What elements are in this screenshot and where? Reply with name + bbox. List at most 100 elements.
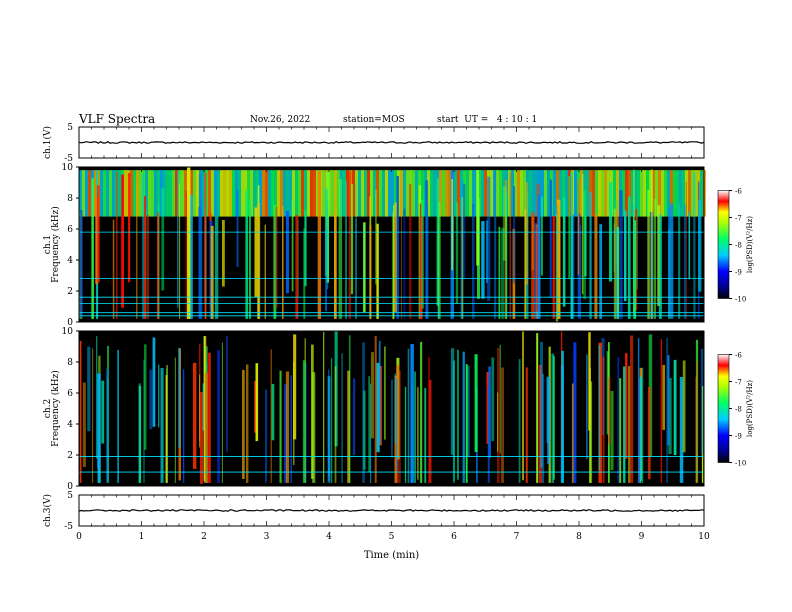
- ch1-band-cell: [163, 170, 166, 217]
- ch1-sferic-streak: [317, 170, 321, 319]
- ch1-colorbar: [717, 190, 730, 299]
- ch1-band-cell: [310, 170, 313, 217]
- ch1-sferic-streak: [257, 203, 261, 319]
- ch1-band-cell: [358, 170, 361, 217]
- ch2-sferic-streak: [428, 356, 430, 483]
- ch1-sferic-streak: [657, 205, 661, 307]
- ch1-band-cell: [433, 170, 436, 217]
- ch1-band-cell: [256, 170, 259, 217]
- ch2-sferic-streak: [410, 344, 414, 483]
- ch3-wave-ylabel: ch.3(V): [42, 494, 53, 527]
- ch1-sferic-streak: [487, 176, 491, 301]
- ch1-band-cell: [553, 170, 556, 217]
- ch1-sferic-streak: [348, 171, 351, 319]
- ch2-sferic-streak: [353, 378, 356, 456]
- ch1-sferic-streak: [189, 194, 193, 319]
- ch1-sferic-streak: [501, 227, 505, 319]
- xtick-label-8: 8: [576, 532, 582, 542]
- ch1-band-cell: [472, 170, 475, 217]
- ch2-sferic-streak: [561, 350, 564, 483]
- ch2-sferic-streak: [302, 360, 306, 483]
- ch2-colorbar-label: log(PSD)(V²/Hz): [746, 380, 754, 437]
- ch1-sferic-streak: [556, 199, 561, 319]
- ch2-sferic-streak: [573, 342, 577, 483]
- ch1-band-cell: [478, 170, 481, 217]
- ch2-sferic-streak: [246, 364, 249, 483]
- ch2-sferic-streak: [467, 365, 470, 457]
- ch1-sferic-streak: [531, 212, 535, 319]
- ch1-band-cell: [466, 170, 469, 217]
- ch1-sferic-streak: [685, 182, 687, 319]
- ch2-sferic-streak: [399, 370, 401, 483]
- station-label: station=MOS: [343, 115, 405, 125]
- ch1-band-cell: [583, 170, 586, 217]
- ch2-sferic-streak: [265, 389, 268, 483]
- ch2-sferic-streak: [396, 378, 398, 470]
- ch2-sferic-streak: [586, 354, 588, 460]
- ch1-ytick-label-4: 8: [67, 194, 73, 204]
- ch1-band-cell: [556, 170, 559, 217]
- ch1-band-cell: [580, 170, 583, 217]
- ch2-sferic-streak: [370, 383, 372, 483]
- ch2-sferic-streak: [174, 357, 176, 483]
- ch1-band-cell: [184, 170, 187, 217]
- ch1-band-cell: [307, 170, 310, 217]
- ch1-band-cell: [469, 170, 472, 217]
- ch1-colorbar-tick-label-3: -9: [735, 269, 742, 277]
- ch1-ytick-label-0: 0: [67, 318, 73, 328]
- ch1-band-cell: [166, 170, 169, 217]
- ch1-sferic-streak: [142, 173, 144, 319]
- ch1-band-cell: [133, 170, 136, 217]
- ch2-sferic-streak: [384, 346, 386, 440]
- ch1-sferic-streak: [112, 219, 115, 319]
- ch1-sferic-streak: [584, 215, 587, 277]
- ch1-band-cell: [634, 170, 637, 217]
- ch1-sferic-streak: [617, 227, 620, 319]
- ch1-band-cell: [112, 170, 115, 217]
- ch1-sferic-streak: [254, 207, 258, 298]
- ch1-band-cell: [445, 170, 448, 217]
- ch1-sferic-streak: [295, 214, 299, 319]
- ch1-sferic-streak: [524, 209, 527, 319]
- ch2-sferic-streak: [540, 341, 543, 468]
- ch1-band-cell: [439, 170, 442, 217]
- ch1-band-cell: [625, 170, 628, 217]
- ch1-band-cell: [130, 170, 133, 217]
- ch1-band-cell: [304, 170, 307, 217]
- ch1-band-cell: [388, 170, 391, 217]
- ch1-band-cell: [640, 170, 643, 217]
- ch1-sferic-streak: [653, 199, 656, 319]
- ch1-band-cell: [148, 170, 151, 217]
- ch1-sferic-streak: [187, 167, 191, 319]
- ch1-band-cell: [88, 170, 91, 217]
- ch1-sferic-streak: [79, 210, 83, 318]
- ch1-wave-waveform-trace: [78, 141, 705, 144]
- ch1-band-cell: [688, 170, 691, 217]
- ch1-band-cell: [544, 170, 547, 217]
- ch1-band-cell: [175, 170, 178, 217]
- ch1-sferic-streak: [121, 174, 124, 308]
- ch1-band-cell: [193, 170, 196, 217]
- ch1-band-cell: [205, 170, 208, 217]
- ch2-sferic-streak: [293, 361, 295, 466]
- ch1-band-cell: [586, 170, 589, 217]
- ch1-sferic-streak: [338, 179, 343, 319]
- ch1-sferic-streak: [403, 208, 406, 319]
- ch1-sferic-streak: [185, 190, 188, 319]
- ch1-band-cell: [565, 170, 568, 217]
- ch1-band-cell: [484, 170, 487, 217]
- ch1-band-cell: [292, 170, 295, 217]
- ch1-sferic-streak: [613, 208, 616, 319]
- ch2-sferic-streak: [522, 331, 524, 481]
- ch2-sferic-streak: [279, 370, 282, 483]
- ch1-sferic-streak: [363, 222, 366, 313]
- ch1-band-cell: [508, 170, 511, 217]
- ch2-sferic-streak: [606, 351, 609, 435]
- ch1-band-cell: [667, 170, 670, 217]
- date-label: Nov.26, 2022: [250, 115, 311, 125]
- ch2-sferic-streak: [450, 348, 455, 455]
- ch1-sferic-streak: [599, 224, 603, 319]
- ch2-sferic-streak: [497, 392, 499, 452]
- ch1-band-cell: [679, 170, 682, 217]
- ch1-sferic-streak: [350, 184, 354, 295]
